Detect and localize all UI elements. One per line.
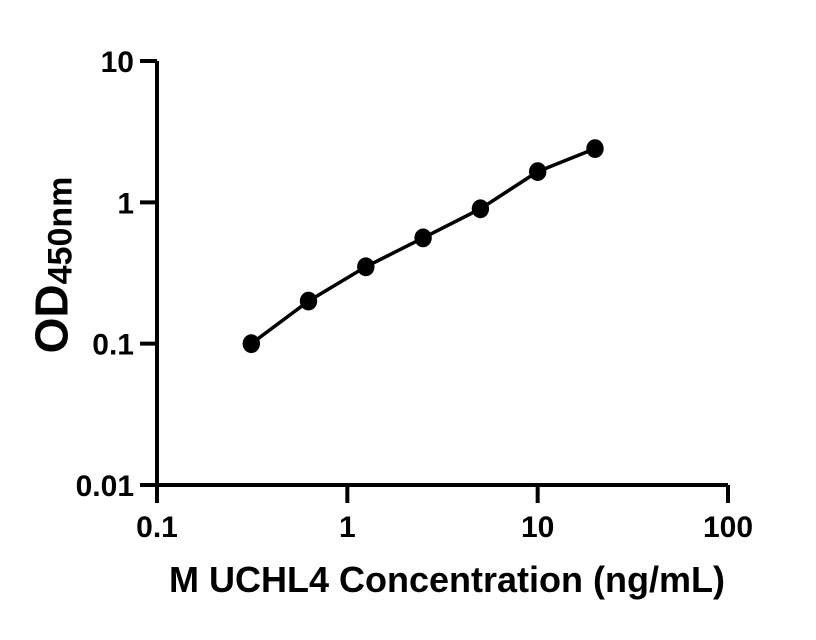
y-axis-tick-label: 0.1 — [92, 329, 134, 362]
x-axis-tick-label: 10 — [521, 511, 554, 544]
y-axis-tick-label: 1 — [117, 187, 134, 220]
data-point-marker — [414, 228, 432, 248]
y-axis-title-main: OD — [25, 284, 78, 354]
x-axis-title: M UCHL4 Concentration (ng/mL) — [169, 559, 725, 600]
axis-spine — [155, 61, 728, 487]
y-axis-title: OD450nm — [25, 176, 80, 354]
data-point-marker — [471, 199, 490, 219]
data-point-marker — [357, 257, 375, 277]
x-axis-tick-label: 1 — [339, 511, 356, 544]
x-axis-tick-label: 100 — [703, 511, 753, 544]
x-axis-tick-label: 0.1 — [136, 511, 178, 544]
y-axis-title-sub: 450nm — [41, 176, 80, 285]
data-point-marker — [242, 334, 260, 354]
data-point-marker — [529, 162, 547, 182]
data-point-marker — [586, 139, 604, 159]
y-axis-tick-label: 0.01 — [76, 470, 134, 503]
data-point-marker — [299, 291, 318, 311]
y-axis-tick-label: 10 — [101, 46, 134, 79]
